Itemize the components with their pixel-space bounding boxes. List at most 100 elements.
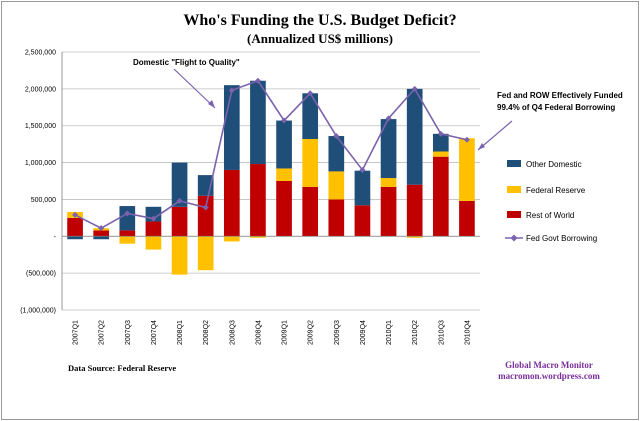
point-fed-govt-borrowing-2007q4 xyxy=(150,215,157,222)
y-tick-label-2: 1,500,000 xyxy=(25,123,56,130)
point-fed-govt-borrowing-2010q4 xyxy=(463,136,470,143)
point-fed-govt-borrowing-2008q1 xyxy=(176,197,183,204)
bar-federal-reserve-2010q4 xyxy=(459,138,475,201)
point-fed-govt-borrowing-2008q4 xyxy=(254,77,261,84)
bar-rest-of-world-2008q4 xyxy=(250,164,266,237)
y-tick-label-0: 2,500,000 xyxy=(25,50,56,57)
point-fed-govt-borrowing-2007q2 xyxy=(98,225,105,232)
credit-line-1: Global Macro Monitor xyxy=(505,360,593,370)
bar-other-domestic-2009q2 xyxy=(302,93,319,139)
bar-other-domestic-2008q4 xyxy=(250,80,266,165)
bar-federal-reserve-2007q4 xyxy=(145,236,162,250)
bar-rest-of-world-2009q1 xyxy=(276,181,292,237)
x-tick-label-2010q3: 2010Q3 xyxy=(438,320,445,345)
credit-line-2: macromon.wordpress.com xyxy=(498,371,600,381)
bar-federal-reserve-2010q3 xyxy=(432,151,449,157)
bar-federal-reserve-2009q1 xyxy=(276,168,292,181)
bar-other-domestic-2010q1 xyxy=(380,119,397,179)
point-fed-govt-borrowing-2009q2 xyxy=(307,90,314,97)
bar-rest-of-world-2010q3 xyxy=(432,156,449,237)
legend-swatch-rest-of-world xyxy=(507,211,521,218)
x-tick-label-2007q1: 2007Q1 xyxy=(73,320,80,345)
bar-rest-of-world-2007q3 xyxy=(119,230,136,237)
y-tick-label-3: 1,000,000 xyxy=(25,160,56,167)
bar-federal-reserve-2008q1 xyxy=(171,236,188,275)
bar-other-domestic-2010q3 xyxy=(432,133,449,152)
bar-other-domestic-2009q4 xyxy=(354,170,371,206)
bar-other-domestic-2009q3 xyxy=(328,136,345,172)
point-fed-govt-borrowing-2009q4 xyxy=(359,166,366,173)
x-axis: 2007Q1 2007Q2 2007Q3 2007Q4 2008Q1 2008Q2 2008… xyxy=(62,235,480,345)
x-tick-label-2009q3: 2009Q3 xyxy=(334,320,341,345)
bars-group xyxy=(67,80,475,275)
y-tick-label-4: 500,000 xyxy=(31,197,56,204)
bar-rest-of-world-2010q1 xyxy=(380,186,397,237)
bar-federal-reserve-2009q2 xyxy=(302,138,319,187)
point-fed-govt-borrowing-2007q1 xyxy=(72,211,79,218)
legend-label-borrowing: Fed Govt Borrowing xyxy=(526,234,597,243)
bar-federal-reserve-2009q3 xyxy=(328,171,345,200)
y-tick-label-5: - xyxy=(54,234,57,241)
bar-rest-of-world-2007q2 xyxy=(93,230,110,237)
x-tick-label-2009q1: 2009Q1 xyxy=(282,320,289,345)
x-tick-label-2007q2: 2007Q2 xyxy=(99,320,106,345)
x-tick-label-2010q2: 2010Q2 xyxy=(412,320,419,345)
x-tick-label-2009q4: 2009Q4 xyxy=(360,320,367,345)
point-fed-govt-borrowing-2007q3 xyxy=(124,210,131,217)
chart-title: Who's Funding the U.S. Budget Deficit? xyxy=(183,12,456,29)
legend-label-federal-reserve: Federal Reserve xyxy=(526,186,586,195)
x-tick-label-2009q2: 2009Q2 xyxy=(308,320,315,345)
bar-federal-reserve-2007q3 xyxy=(119,236,136,244)
legend-swatch-federal-reserve xyxy=(507,186,521,193)
annotation-flight-to-quality: Domestic "Flight to Quality" xyxy=(133,58,240,67)
y-axis: 2,500,000 2,000,000 1,500,000 1,000,000 500,… xyxy=(20,50,63,315)
chart-subtitle: (Annualized US$ millions) xyxy=(247,31,393,46)
point-fed-govt-borrowing-2010q1 xyxy=(385,115,392,122)
y-tick-label-7: (1,000,000) xyxy=(20,308,56,315)
bar-rest-of-world-2010q4 xyxy=(459,200,475,237)
bar-rest-of-world-2008q3 xyxy=(223,169,240,237)
x-tick-label-2010q4: 2010Q4 xyxy=(464,320,471,345)
bar-federal-reserve-2008q4 xyxy=(250,236,266,238)
point-fed-govt-borrowing-2010q3 xyxy=(437,130,444,137)
bar-other-domestic-2007q2 xyxy=(93,236,110,240)
annotation-arrow-fed xyxy=(477,120,513,151)
y-tick-label-1: 2,000,000 xyxy=(25,86,56,93)
point-fed-govt-borrowing-2010q2 xyxy=(411,85,418,92)
x-tick-label-2008q1: 2008Q1 xyxy=(177,320,184,345)
annotation-arrowhead-flight xyxy=(208,100,215,108)
annotation-arrowhead-fed xyxy=(478,143,485,150)
point-fed-govt-borrowing-2008q2 xyxy=(202,204,209,211)
bar-other-domestic-2007q1 xyxy=(67,236,83,240)
bar-rest-of-world-2009q4 xyxy=(354,205,371,237)
annotation-arrow-flight xyxy=(173,68,216,109)
x-tick-label-2008q2: 2008Q2 xyxy=(203,320,210,345)
legend-label-rest-of-world: Rest of World xyxy=(526,211,574,220)
point-fed-govt-borrowing-2009q1 xyxy=(281,117,288,124)
annotation-fed-row-line1: Fed and ROW Effectively Funded xyxy=(497,91,623,100)
x-tick-label-2008q3: 2008Q3 xyxy=(229,320,236,345)
bar-rest-of-world-2008q1 xyxy=(171,206,188,237)
annotation-fed-row-line2: 99.4% of Q4 Federal Borrowing xyxy=(497,103,615,112)
x-tick-label-2008q4: 2008Q4 xyxy=(255,320,262,345)
x-tick-label-2007q3: 2007Q3 xyxy=(125,320,132,345)
bar-rest-of-world-2007q4 xyxy=(145,221,162,237)
series-line-fed-govt-borrowing xyxy=(74,79,468,230)
bar-other-domestic-2009q1 xyxy=(276,120,292,169)
legend: Other Domestic Federal Reserve Rest of W… xyxy=(505,160,597,243)
bar-rest-of-world-2009q3 xyxy=(328,199,345,237)
bar-federal-reserve-2008q3 xyxy=(223,236,240,242)
legend-swatch-other-domestic xyxy=(507,160,521,167)
y-tick-label-6: (500,000) xyxy=(26,271,56,278)
bar-federal-reserve-2008q2 xyxy=(197,236,214,271)
x-tick-label-2010q1: 2010Q1 xyxy=(386,320,393,345)
bar-rest-of-world-2008q2 xyxy=(197,195,214,237)
point-fed-govt-borrowing-2008q3 xyxy=(228,87,235,94)
bar-other-domestic-2008q1 xyxy=(171,162,188,207)
bar-other-domestic-2008q3 xyxy=(223,85,240,170)
bar-federal-reserve-2010q1 xyxy=(380,178,397,187)
legend-marker-borrowing xyxy=(510,234,518,242)
bar-rest-of-world-2007q1 xyxy=(67,217,83,237)
